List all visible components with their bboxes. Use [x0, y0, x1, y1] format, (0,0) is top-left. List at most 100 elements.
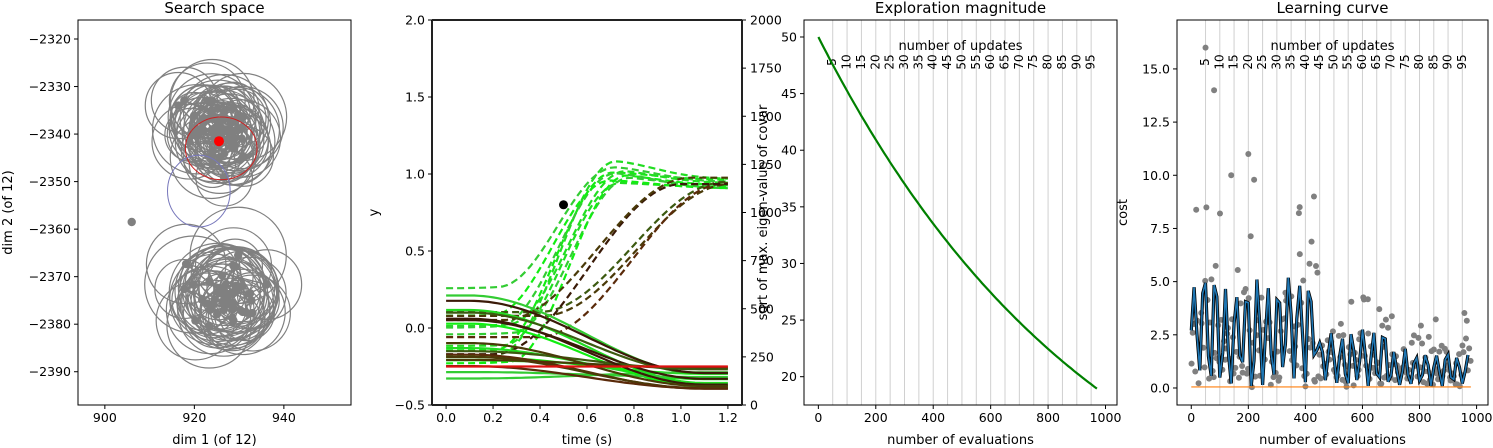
cost-point — [1466, 345, 1473, 352]
cost-point — [1310, 193, 1317, 200]
cost-point — [1314, 269, 1321, 276]
cost-point — [1202, 44, 1209, 51]
update-tick-label: 40 — [1298, 54, 1312, 69]
cost-point — [1463, 317, 1470, 324]
y-axis-label: dim 2 (of 12) — [1, 170, 16, 254]
cost-point — [1436, 348, 1443, 355]
update-tick-label: 95 — [1455, 54, 1469, 69]
update-tick-label: 60 — [1355, 54, 1369, 69]
dashed-trajectory — [446, 183, 728, 317]
sample-point — [203, 299, 212, 308]
sample-point — [180, 284, 189, 294]
dashed-trajectory — [446, 172, 728, 329]
sample-point — [181, 259, 191, 269]
sample-point — [187, 130, 196, 139]
y2-tick-label: 1500 — [750, 109, 782, 124]
solid-trajectory — [446, 350, 728, 371]
cost-point — [1193, 206, 1200, 213]
cost-point — [1245, 295, 1252, 302]
y2-axis: 0 250 500 750 1000 1250 1500 1750 2000 — [742, 13, 782, 413]
y-axis-1: −0.5 0.0 0.5 1.0 1.5 2.0 — [395, 13, 432, 413]
cost-point — [1188, 360, 1195, 367]
covariance-ellipse — [167, 154, 231, 228]
y-tick-label: −2390 — [29, 364, 71, 379]
sample-point — [229, 142, 238, 151]
sample-circle — [185, 257, 265, 337]
cost-point — [1317, 375, 1324, 382]
cost-point — [1208, 276, 1215, 283]
cost-point — [1348, 298, 1355, 305]
cost-point — [1243, 370, 1250, 377]
sample-point — [247, 296, 256, 305]
update-tick-label: 20 — [1241, 54, 1255, 69]
y-tick-label: 0.0 — [405, 321, 425, 336]
cost-point — [1340, 332, 1347, 339]
sample-point — [208, 125, 217, 134]
sample-point — [215, 286, 224, 296]
x-tick-label: 1000 — [1090, 410, 1122, 425]
x-tick-label: 920 — [182, 410, 206, 425]
sample-point — [239, 152, 248, 161]
sample-point — [217, 271, 227, 280]
cost-point — [1425, 333, 1432, 340]
x-axis-0: 900 920 940 — [93, 405, 296, 425]
y-axis-label: cost — [1116, 199, 1131, 226]
update-tick-label: 25 — [883, 54, 897, 69]
x-tick-label: 940 — [272, 410, 296, 425]
sample-point — [185, 137, 194, 146]
sample-point — [213, 104, 222, 114]
update-tick-label: 50 — [954, 54, 968, 69]
cost-point — [1195, 380, 1202, 387]
y-tick-label: −2330 — [29, 79, 71, 94]
y-tick-label: 25 — [781, 313, 797, 328]
cost-point — [1311, 378, 1318, 385]
dashed-trajectory — [446, 183, 728, 356]
x-axis-label: dim 1 (of 12) — [172, 433, 256, 448]
sample-point — [219, 126, 229, 136]
x-tick-label: 400 — [1293, 410, 1317, 425]
chart-title: Search space — [164, 0, 264, 17]
y-tick-label: 1.0 — [405, 167, 425, 182]
sample-circle — [206, 250, 279, 323]
axes-frame-0 — [77, 19, 352, 406]
trajectory-plot — [446, 160, 728, 390]
update-tick-label: 15 — [1227, 54, 1241, 69]
y-tick-label: 15.0 — [1142, 61, 1170, 76]
cost-point — [1329, 328, 1336, 335]
y-tick-label: 2.0 — [405, 13, 425, 28]
secondary-axis-label: number of updates — [1270, 39, 1394, 54]
update-tick-label: 35 — [1284, 54, 1298, 69]
cost-point — [1459, 342, 1466, 349]
exploration-line — [817, 36, 1098, 390]
cost-point — [1211, 87, 1218, 94]
cost-point — [1242, 285, 1249, 292]
sample-point — [220, 114, 229, 123]
cost-point — [1258, 294, 1265, 301]
cost-point — [1234, 266, 1241, 273]
y-tick-label: 7.5 — [1150, 221, 1170, 236]
update-tick-label: 75 — [1026, 54, 1040, 69]
x-tick-label: 200 — [1236, 410, 1260, 425]
sample-circle — [176, 272, 239, 335]
y-tick-label: 1.5 — [405, 90, 425, 105]
cost-point — [1312, 262, 1319, 269]
sample-path — [192, 284, 197, 321]
update-tick-label: 95 — [1084, 54, 1098, 69]
sample-point — [262, 280, 272, 289]
cost-point — [1410, 332, 1417, 339]
cost-point — [1247, 233, 1254, 240]
solid-trajectory — [446, 342, 728, 388]
sample-point — [238, 307, 247, 317]
x-tick-label: 600 — [979, 410, 1003, 425]
sample-path — [189, 140, 234, 148]
cost-point — [1206, 375, 1213, 382]
x-tick-label: 1.0 — [671, 410, 691, 425]
y-tick-label: −2360 — [29, 222, 71, 237]
x-axis-label: number of evaluations — [887, 433, 1034, 448]
y2-tick-label: 250 — [750, 349, 774, 364]
dashed-trajectory — [446, 182, 728, 339]
x-tick-label: 600 — [1351, 410, 1375, 425]
solid-trajectory — [446, 308, 728, 385]
cost-point — [1296, 204, 1303, 211]
y-tick-label: 12.5 — [1142, 115, 1170, 130]
